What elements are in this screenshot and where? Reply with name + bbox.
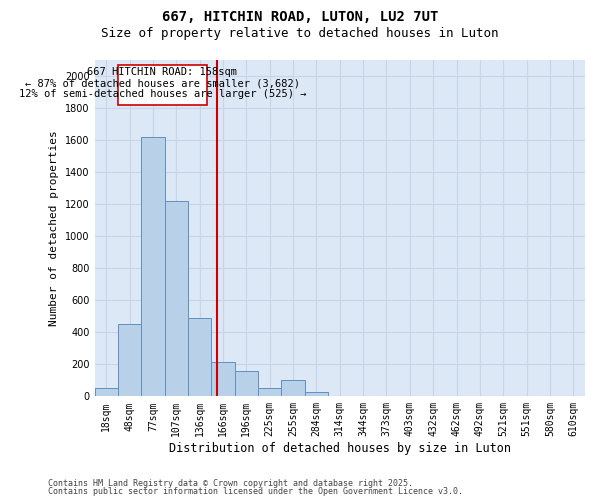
Bar [305, 392, 328, 396]
Bar [211, 362, 235, 396]
Bar [164, 201, 188, 396]
Bar [95, 388, 118, 396]
Bar [235, 370, 258, 396]
Bar [188, 318, 211, 396]
Text: Contains HM Land Registry data © Crown copyright and database right 2025.: Contains HM Land Registry data © Crown c… [48, 478, 413, 488]
Bar [258, 388, 281, 396]
Bar [141, 137, 164, 396]
Bar [118, 65, 206, 105]
Text: Contains public sector information licensed under the Open Government Licence v3: Contains public sector information licen… [48, 487, 463, 496]
Text: ← 87% of detached houses are smaller (3,682): ← 87% of detached houses are smaller (3,… [25, 78, 300, 88]
Bar [281, 380, 305, 396]
X-axis label: Distribution of detached houses by size in Luton: Distribution of detached houses by size … [169, 442, 511, 455]
Text: 12% of semi-detached houses are larger (525) →: 12% of semi-detached houses are larger (… [19, 90, 306, 100]
Bar [118, 324, 141, 396]
Text: 667, HITCHIN ROAD, LUTON, LU2 7UT: 667, HITCHIN ROAD, LUTON, LU2 7UT [162, 10, 438, 24]
Y-axis label: Number of detached properties: Number of detached properties [49, 130, 59, 326]
Text: Size of property relative to detached houses in Luton: Size of property relative to detached ho… [101, 28, 499, 40]
Text: 667 HITCHIN ROAD: 158sqm: 667 HITCHIN ROAD: 158sqm [87, 67, 237, 77]
